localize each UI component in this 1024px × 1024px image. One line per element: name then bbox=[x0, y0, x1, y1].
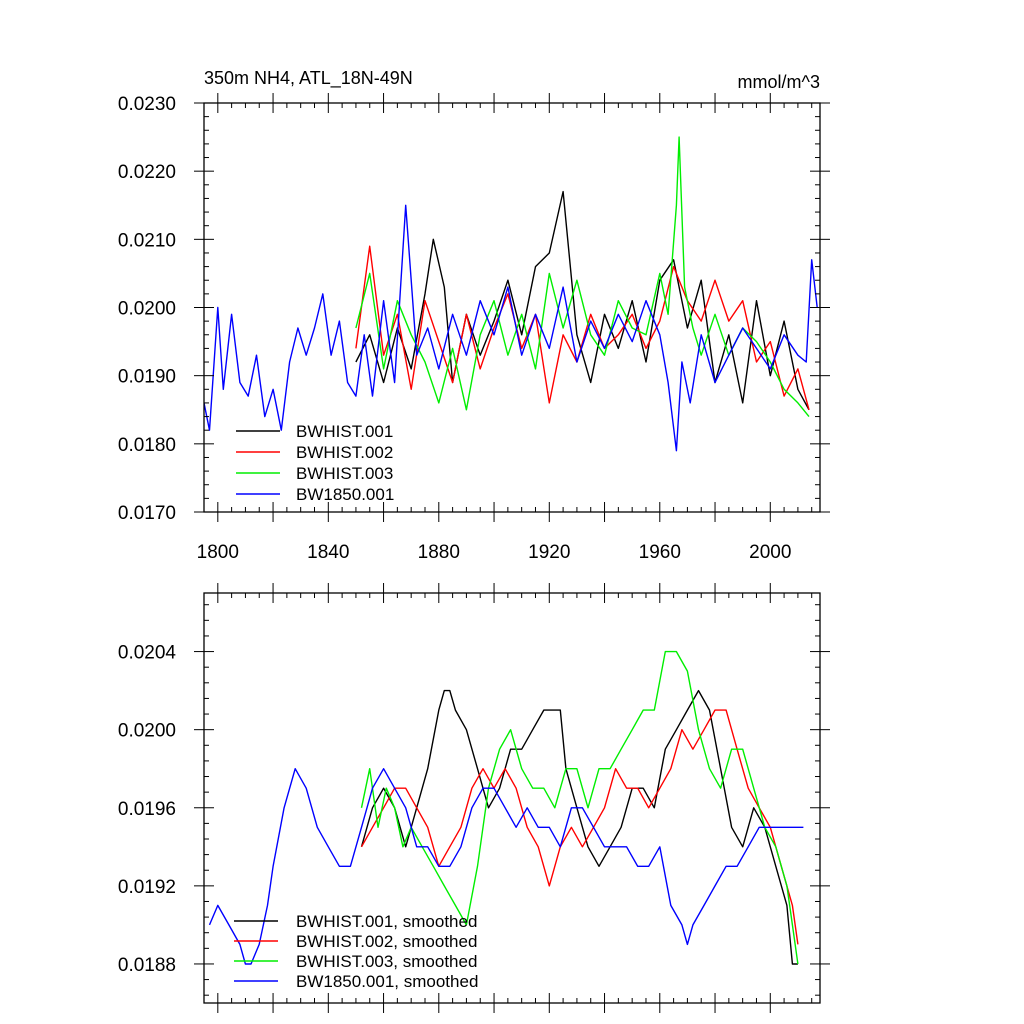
bottom-legend-label-3: BW1850.001, smoothed bbox=[296, 972, 478, 991]
bottom-series-group bbox=[208, 650, 804, 965]
top-legend: BWHIST.001 BWHIST.002 BWHIST.003 BW1850.001 bbox=[236, 422, 394, 504]
top-series-line-3 bbox=[204, 204, 818, 452]
bottom-y-tick-label: 0.0196 bbox=[118, 799, 176, 820]
bottom-y-tick-label: 0.0188 bbox=[118, 955, 176, 976]
top-panel: 350m NH4, ATL_18N-49N mmol/m^3 1800 1840 1… bbox=[118, 68, 830, 563]
bottom-legend-label-2: BWHIST.003, smoothed bbox=[296, 952, 477, 971]
top-legend-label-3: BW1850.001 bbox=[296, 485, 394, 504]
top-x-tick-label: 2000 bbox=[749, 542, 791, 563]
top-series-group bbox=[204, 136, 818, 452]
top-y-tick-label: 0.0230 bbox=[118, 94, 176, 115]
bottom-axes: 0.0188 0.0192 0.0196 0.0200 0.0204 bbox=[118, 583, 830, 1013]
top-y-tick-label: 0.0220 bbox=[118, 162, 176, 183]
top-y-tick-label: 0.0190 bbox=[118, 367, 176, 388]
top-series-line-0 bbox=[355, 190, 810, 411]
top-x-tick-label: 1960 bbox=[639, 542, 681, 563]
bottom-y-tick-label: 0.0204 bbox=[118, 643, 177, 664]
bottom-series-line-1 bbox=[360, 709, 799, 945]
bottom-series-line-3 bbox=[208, 768, 804, 965]
top-y-tick-label: 0.0200 bbox=[118, 299, 176, 320]
bottom-y-tick-label: 0.0200 bbox=[118, 721, 176, 742]
top-y-tick-label: 0.0180 bbox=[118, 435, 176, 456]
bottom-legend-label-0: BWHIST.001, smoothed bbox=[296, 912, 477, 931]
top-axes: 1800 1840 1880 1920 1960 2000 0.0170 0.0180 0.01… bbox=[118, 93, 830, 563]
bottom-y-tick-label: 0.0192 bbox=[118, 877, 176, 898]
top-x-tick-label: 1800 bbox=[197, 542, 239, 563]
bottom-legend-label-1: BWHIST.002, smoothed bbox=[296, 932, 477, 951]
bottom-series-line-0 bbox=[360, 689, 798, 965]
top-title: 350m NH4, ATL_18N-49N bbox=[204, 68, 413, 89]
top-y-tick-label: 0.0210 bbox=[118, 230, 176, 251]
top-legend-label-0: BWHIST.001 bbox=[296, 422, 393, 441]
top-units: mmol/m^3 bbox=[738, 72, 820, 92]
top-x-tick-label: 1840 bbox=[307, 542, 349, 563]
top-x-tick-label: 1920 bbox=[528, 542, 570, 563]
top-legend-label-2: BWHIST.003 bbox=[296, 464, 393, 483]
top-series-line-2 bbox=[355, 136, 810, 418]
top-legend-label-1: BWHIST.002 bbox=[296, 443, 393, 462]
bottom-plot-frame bbox=[203, 592, 821, 1004]
top-x-tick-label: 1880 bbox=[418, 542, 460, 563]
top-series-line-1 bbox=[355, 245, 810, 410]
top-y-tick-label: 0.0170 bbox=[118, 503, 176, 524]
bottom-panel: 0.0188 0.0192 0.0196 0.0200 0.0204 BWHIST.00… bbox=[118, 583, 830, 1013]
